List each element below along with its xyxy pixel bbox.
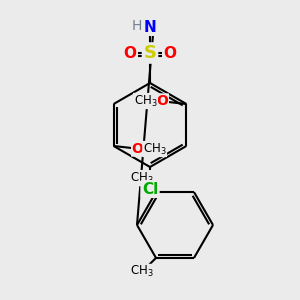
- Text: O: O: [164, 46, 176, 61]
- Text: CH$_3$: CH$_3$: [130, 170, 154, 186]
- Text: O: O: [132, 142, 144, 156]
- Text: O: O: [156, 94, 168, 108]
- Text: H: H: [132, 19, 142, 33]
- Text: CH$_3$: CH$_3$: [130, 264, 154, 280]
- Text: S: S: [143, 44, 157, 62]
- Text: Cl: Cl: [142, 182, 158, 196]
- Text: CH$_3$: CH$_3$: [143, 141, 166, 157]
- Text: N: N: [144, 20, 156, 34]
- Text: O: O: [124, 46, 136, 61]
- Text: CH$_3$: CH$_3$: [134, 93, 157, 109]
